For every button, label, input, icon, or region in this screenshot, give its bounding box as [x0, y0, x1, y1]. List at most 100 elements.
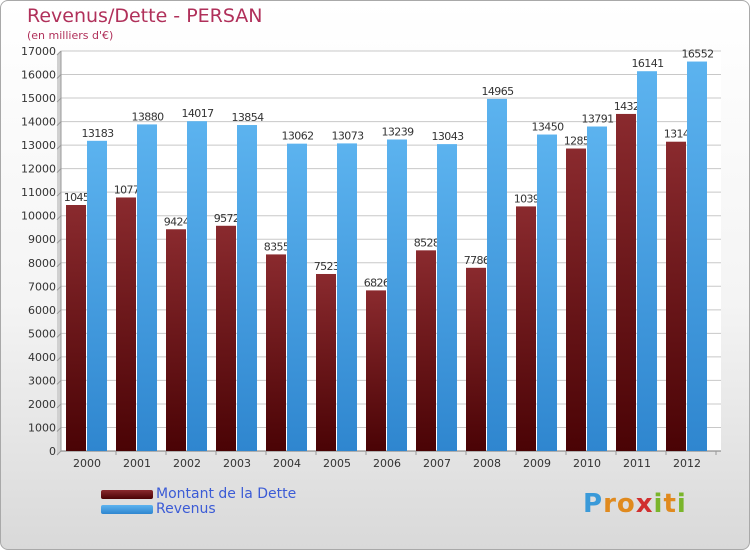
- y-tick-label: 5000: [28, 327, 56, 340]
- data-label-debt: 7786: [464, 254, 490, 267]
- y-tick-label: 7000: [28, 280, 56, 293]
- bar-revenue: [387, 139, 407, 451]
- x-tick-label: 2008: [473, 457, 501, 470]
- y-tick-mark: [56, 356, 62, 362]
- bar-debt: [266, 254, 286, 451]
- y-tick-mark: [56, 121, 62, 126]
- data-label-revenue: 13239: [382, 125, 415, 138]
- x-tick-label: 2012: [673, 457, 701, 470]
- y-tick-label: 6000: [28, 304, 56, 317]
- data-label-debt: 1314: [664, 128, 690, 141]
- x-tick-label: 2006: [373, 457, 401, 470]
- data-label-debt: 8355: [264, 240, 290, 253]
- bar-revenue: [187, 121, 207, 451]
- data-label-revenue: 14017: [182, 107, 215, 120]
- data-label-debt: 1285: [564, 135, 590, 148]
- plot-side-wall: [57, 51, 61, 455]
- data-label-revenue: 13062: [282, 130, 314, 143]
- y-tick-mark: [56, 168, 62, 174]
- bar-revenue: [237, 125, 257, 451]
- y-tick-mark: [56, 262, 62, 268]
- bar-revenue: [137, 124, 157, 451]
- data-label-revenue: 13073: [332, 129, 365, 142]
- data-label-debt: 1045: [64, 191, 90, 204]
- logo-letter: P: [583, 489, 604, 519]
- bar-revenue: [587, 126, 607, 451]
- data-label-revenue: 13450: [532, 121, 565, 134]
- y-tick-mark: [56, 309, 62, 315]
- logo-letter: x: [635, 489, 654, 519]
- x-tick-label: 2003: [223, 457, 251, 470]
- data-label-revenue: 13880: [132, 110, 165, 123]
- data-label-debt: 1039: [514, 192, 540, 205]
- x-tick-label: 2010: [573, 457, 601, 470]
- y-tick-label: 16000: [21, 69, 56, 82]
- y-tick-mark: [56, 450, 62, 456]
- y-tick-mark: [56, 50, 62, 56]
- bar-debt: [666, 141, 686, 452]
- y-tick-mark: [56, 332, 62, 338]
- x-tick-label: 2004: [273, 457, 301, 470]
- bar-revenue: [487, 98, 507, 451]
- data-label-debt: 7523: [314, 260, 340, 273]
- legend-label-revenue: Revenus: [156, 501, 216, 517]
- data-label-debt: 9424: [164, 215, 190, 228]
- bar-revenue: [287, 143, 307, 452]
- y-tick-mark: [56, 403, 62, 409]
- y-tick-label: 3000: [28, 374, 56, 387]
- bar-debt: [466, 267, 486, 451]
- y-tick-mark: [56, 74, 62, 79]
- data-label-revenue: 13791: [582, 113, 614, 126]
- bar-debt: [216, 225, 236, 451]
- y-tick-label: 2000: [28, 398, 56, 411]
- data-label-debt: 6826: [364, 276, 390, 289]
- bar-debt: [566, 148, 586, 451]
- bar-revenue: [437, 144, 457, 451]
- legend-item-debt: Montant de la Dette: [101, 486, 361, 502]
- x-tick-label: 2002: [173, 457, 201, 470]
- x-tick-label: 2011: [623, 457, 651, 470]
- bar-debt: [66, 205, 86, 451]
- logo-letter: i: [676, 489, 687, 519]
- data-label-debt: 1432: [614, 100, 640, 113]
- data-label-revenue: 14965: [482, 85, 515, 98]
- chart-title: Revenus/Dette - PERSAN: [27, 5, 263, 27]
- data-label-revenue: 16141: [632, 57, 664, 70]
- y-tick-label: 17000: [21, 45, 56, 58]
- y-tick-mark: [56, 380, 62, 385]
- bar-debt: [616, 113, 636, 452]
- legend-item-revenue: Revenus: [101, 501, 361, 517]
- y-tick-label: 1000: [28, 421, 56, 434]
- y-tick-label: 9000: [28, 233, 56, 246]
- data-label-debt: 9572: [214, 212, 240, 225]
- y-tick-label: 0: [49, 445, 56, 458]
- proxiti-logo: Proxiti: [583, 489, 687, 519]
- x-tick-label: 2009: [523, 457, 551, 470]
- bar-debt: [416, 250, 436, 451]
- logo-letter: o: [616, 489, 636, 519]
- y-tick-label: 4000: [28, 351, 56, 364]
- y-tick-label: 13000: [21, 139, 56, 152]
- x-tick-label: 2000: [73, 457, 101, 470]
- y-tick-mark: [56, 427, 62, 432]
- y-tick-mark: [56, 215, 62, 221]
- bar-revenue: [87, 140, 107, 451]
- bar-debt: [366, 290, 386, 451]
- bar-revenue: [537, 134, 557, 451]
- data-label-debt: 8528: [414, 236, 440, 249]
- y-tick-mark: [56, 238, 62, 244]
- y-tick-label: 11000: [21, 186, 56, 199]
- data-label-revenue: 16552: [682, 48, 714, 61]
- bar-revenue: [637, 71, 657, 451]
- legend-swatch-debt: [101, 490, 153, 499]
- bar-debt: [516, 206, 536, 451]
- logo-letter: t: [663, 489, 677, 519]
- x-tick-label: 2001: [123, 457, 151, 470]
- data-label-revenue: 13183: [82, 127, 115, 140]
- y-tick-label: 14000: [21, 116, 56, 129]
- x-tick-label: 2005: [323, 457, 351, 470]
- y-tick-label: 15000: [21, 92, 56, 105]
- chart-subtitle: (en milliers d'€): [27, 29, 114, 42]
- bar-debt: [166, 229, 186, 451]
- y-tick-mark: [56, 144, 62, 150]
